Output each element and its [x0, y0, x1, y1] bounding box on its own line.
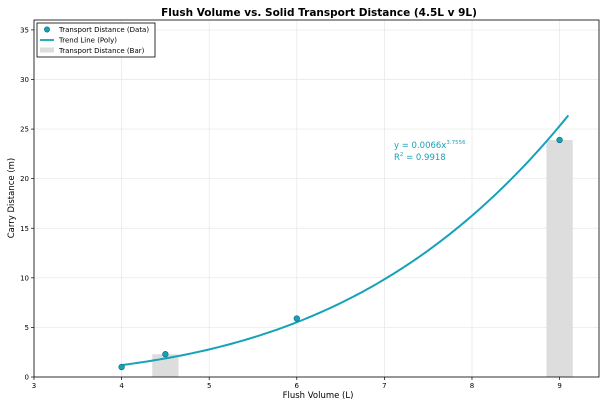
x-tick-label: 5: [207, 382, 211, 390]
r2-exponent: 2: [400, 152, 404, 158]
y-tick-label: 0: [25, 374, 29, 382]
x-tick-label: 9: [557, 382, 561, 390]
chart-title: Flush Volume vs. Solid Transport Distanc…: [161, 7, 477, 19]
trend-line-group: [121, 114, 570, 367]
plot-frame: [33, 19, 600, 378]
y-tick-label: 25: [20, 126, 29, 134]
r2-prefix: R: [394, 153, 400, 163]
trend-line: [121, 114, 570, 367]
equation-exponent: 3.7556: [446, 140, 466, 146]
y-tick-label: 30: [20, 76, 29, 84]
x-tick-label: 7: [382, 382, 386, 390]
y-tick-label: 5: [25, 324, 29, 332]
equation-text: y = 0.0066x3.7556: [394, 140, 466, 151]
data-point: [556, 136, 563, 144]
data-point: [162, 351, 169, 358]
data-points: [118, 136, 563, 371]
legend-label-bar: Transport Distance (Bar): [58, 47, 145, 55]
x-axis-ticks: 3 4 5 6 7 8 9: [32, 377, 562, 390]
x-tick-label: 4: [119, 382, 124, 390]
r2-suffix: = 0.9918: [403, 153, 445, 163]
r-squared-text: R2 = 0.9918: [394, 152, 446, 163]
x-tick-label: 3: [32, 382, 36, 390]
bars: [152, 139, 573, 377]
bar: [546, 139, 573, 377]
x-tick-label: 6: [295, 382, 300, 390]
equation-prefix: y = 0.0066x: [394, 141, 446, 151]
x-tick-label: 8: [470, 382, 474, 390]
y-axis-label: Carry Distance (m): [7, 158, 17, 239]
y-tick-label: 20: [20, 175, 29, 183]
data-point: [118, 363, 125, 371]
grid: [33, 20, 599, 378]
legend-label-data: Transport Distance (Data): [58, 26, 149, 34]
data-point: [293, 315, 300, 322]
equation-annotation: y = 0.0066x3.7556 R2 = 0.9918: [394, 140, 466, 163]
legend-marker-bar: [40, 47, 54, 53]
x-axis-label: Flush Volume (L): [283, 391, 354, 401]
legend-box: [36, 22, 156, 58]
y-axis-ticks: 0 5 10 15 20 25 30 35: [20, 26, 34, 382]
y-tick-label: 10: [20, 274, 29, 282]
y-tick-label: 15: [20, 225, 29, 233]
legend-label-trend: Trend Line (Poly): [58, 37, 117, 45]
legend-marker-data: [44, 26, 50, 33]
legend: Transport Distance (Data) Trend Line (Po…: [36, 22, 156, 58]
y-tick-label: 35: [20, 26, 29, 34]
